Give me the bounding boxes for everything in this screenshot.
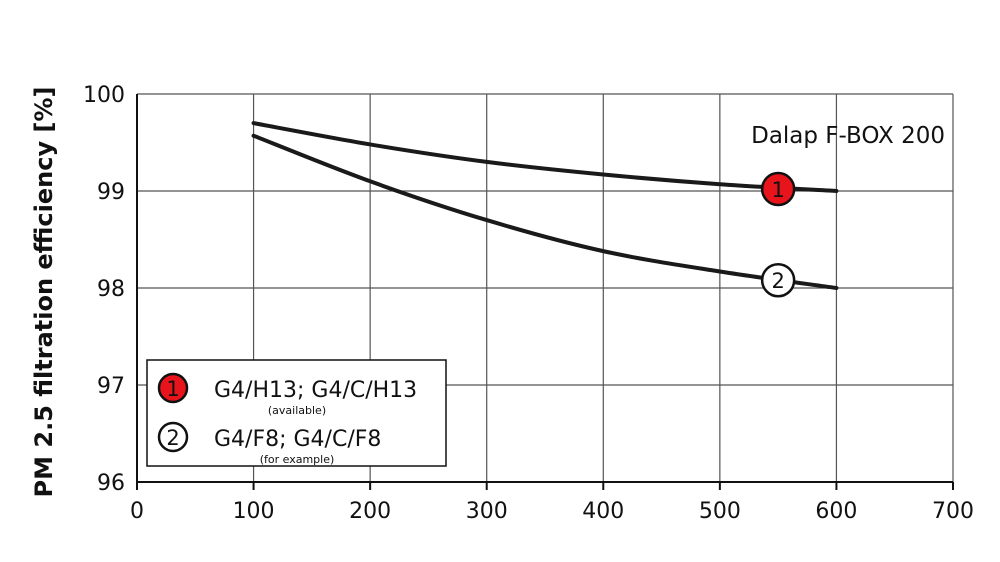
x-tick-label: 0 [130,499,144,524]
x-tick-label: 300 [466,499,508,524]
legend-entry-1: G4/H13; G4/C/H13 [214,378,417,403]
y-tick-label: 97 [97,374,125,399]
series-marker-2 [760,262,796,298]
y-tick-label: 100 [83,83,125,108]
series-lines [251,121,839,290]
x-tick-label: 400 [582,499,624,524]
y-tick-label: 98 [97,277,125,302]
series-line-1 [251,121,839,193]
x-tick-label: 600 [815,499,857,524]
legend-note-1: (available) [268,404,326,417]
tick-labels: 0 100 200 300 400 500 600 700 96 97 98 99 100 [83,83,974,524]
y-axis-label: PM 2.5 filtration efficiency [%] [30,87,58,498]
series-line-2 [251,133,839,290]
legend-marker-label-1: 1 [166,377,179,401]
y-tick-label: 99 [97,180,125,205]
x-tick-label: 500 [699,499,741,524]
legend-marker-label-2: 2 [166,426,179,450]
legend-marker-1 [157,372,189,404]
series-marker-label-2: 2 [771,269,784,293]
series-markers: 12 [760,171,796,298]
legend-marker-2 [157,421,189,453]
legend-entry-2: G4/F8; G4/C/F8 [214,427,381,452]
axes [136,94,954,490]
chart-annotation: Dalap F-BOX 200 [751,123,945,149]
legend-box [146,359,447,467]
legend-note-2: (for example) [260,453,335,466]
y-tick-label: 96 [97,471,125,496]
x-tick-label: 100 [233,499,275,524]
x-tick-label: 200 [349,499,391,524]
x-tick-label: 700 [932,499,974,524]
series-marker-label-1: 1 [771,178,784,202]
legend: 1 G4/H13; G4/C/H13 (available) 2 G4/F8; … [146,359,447,467]
series-marker-1 [760,171,796,207]
